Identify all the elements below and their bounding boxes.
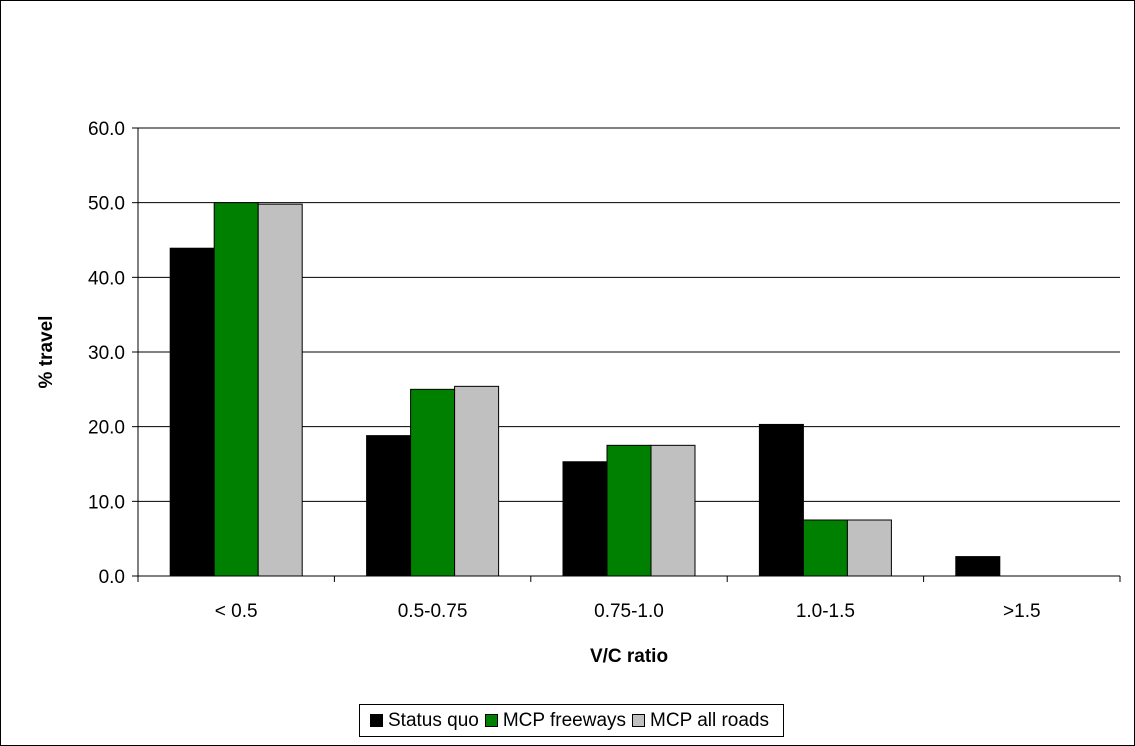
y-tick-label: 60.0 bbox=[88, 119, 125, 140]
bar bbox=[257, 203, 303, 577]
x-tick-labels: < 0.5 0.5-0.75 0.75-1.0 1.0-1.5 >1.5 bbox=[215, 601, 1041, 622]
legend-label: MCP freeways bbox=[502, 709, 627, 731]
bar bbox=[955, 556, 1001, 577]
bar bbox=[213, 202, 259, 577]
y-tick-labels: 0.0 10.0 20.0 30.0 40.0 50.0 60.0 bbox=[88, 119, 125, 588]
x-tick-label: 0.75-1.0 bbox=[594, 601, 664, 622]
bar bbox=[846, 519, 892, 577]
legend-swatch bbox=[370, 714, 383, 727]
legend-item: Status quo bbox=[370, 710, 479, 732]
bar bbox=[758, 423, 804, 577]
y-tick-label: 30.0 bbox=[88, 343, 125, 364]
y-axis-title: % travel bbox=[36, 316, 57, 389]
bar bbox=[606, 444, 652, 577]
legend-swatch bbox=[484, 714, 498, 727]
legend-item: MCP freeways bbox=[484, 709, 627, 732]
x-tick-label: 1.0-1.5 bbox=[796, 601, 855, 622]
x-tick-label: >1.5 bbox=[1003, 601, 1041, 622]
bar bbox=[454, 385, 500, 577]
x-axis-title: V/C ratio bbox=[590, 646, 668, 667]
bar bbox=[650, 444, 696, 577]
bar bbox=[366, 435, 412, 577]
bar bbox=[410, 388, 456, 577]
y-tick-label: 10.0 bbox=[88, 492, 125, 513]
legend-label: Status quo bbox=[388, 709, 479, 731]
bars bbox=[169, 202, 1001, 577]
x-tick-label: 0.5-0.75 bbox=[398, 601, 468, 622]
y-tick-label: 0.0 bbox=[99, 567, 125, 588]
y-tick-label: 40.0 bbox=[88, 268, 125, 289]
legend: Status quo MCP freeways MCP all roads bbox=[359, 704, 785, 737]
legend-item: MCP all roads bbox=[632, 710, 769, 732]
bar bbox=[169, 247, 215, 577]
y-tick-label: 20.0 bbox=[88, 418, 125, 439]
legend-label: MCP all roads bbox=[650, 709, 770, 731]
y-tick-label: 50.0 bbox=[88, 194, 125, 215]
x-tick-label: < 0.5 bbox=[215, 601, 258, 622]
bar bbox=[802, 519, 848, 577]
bar bbox=[562, 461, 608, 577]
axes bbox=[137, 128, 1121, 582]
legend-swatch bbox=[632, 714, 646, 727]
